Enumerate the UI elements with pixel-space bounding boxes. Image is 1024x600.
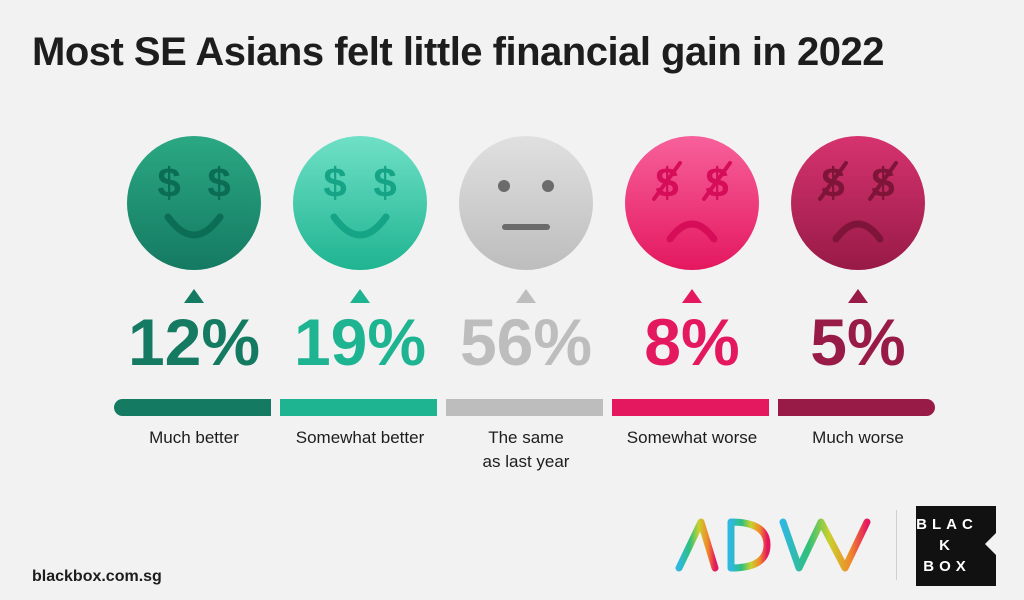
crossed-dollar-frown-face-icon: $$: [624, 135, 760, 271]
value-label: 5%: [810, 305, 906, 379]
category-bar: [446, 399, 603, 416]
neutral-face-icon: [458, 135, 594, 271]
svg-text:$: $: [323, 159, 346, 206]
category-label: Somewhat better: [295, 428, 425, 447]
svg-text:$: $: [207, 159, 230, 206]
value-label: 8%: [644, 305, 740, 379]
value-label: 12%: [127, 305, 261, 379]
category-bar: [778, 399, 935, 416]
category-label: The same as last year: [482, 428, 570, 471]
blackbox-logo-notch: [985, 532, 997, 556]
pointer-triangle-icon: [847, 288, 869, 304]
logo-divider: [896, 510, 897, 580]
category-bar: [114, 399, 271, 416]
pointer-triangle-icon: [349, 288, 371, 304]
chart-title: Most SE Asians felt little financial gai…: [32, 30, 885, 74]
svg-text:$: $: [373, 159, 396, 206]
category-label: Somewhat worse: [626, 428, 758, 447]
category-bar: [612, 399, 769, 416]
value-label: 19%: [293, 305, 427, 379]
crossed-dollar-frown-face-icon: $$: [790, 135, 926, 271]
dollar-smile-face-icon: $ $: [126, 135, 262, 271]
category-label: Much better: [149, 428, 239, 447]
pointer-triangle-icon: [515, 288, 537, 304]
category-label: Much worse: [812, 428, 904, 447]
value-label: 56%: [459, 305, 593, 379]
blackbox-logo: BLAC K BOX: [916, 506, 997, 586]
adm-logo: [675, 518, 871, 572]
category-bar: [280, 399, 437, 416]
blackbox-logo-text: BLAC K BOX: [916, 516, 978, 575]
svg-text:$: $: [157, 159, 180, 206]
pointer-triangle-icon: [681, 288, 703, 304]
dollar-smile-face-icon: $ $: [292, 135, 428, 271]
pointer-triangle-icon: [183, 288, 205, 304]
footer-url[interactable]: blackbox.com.sg: [32, 568, 162, 585]
